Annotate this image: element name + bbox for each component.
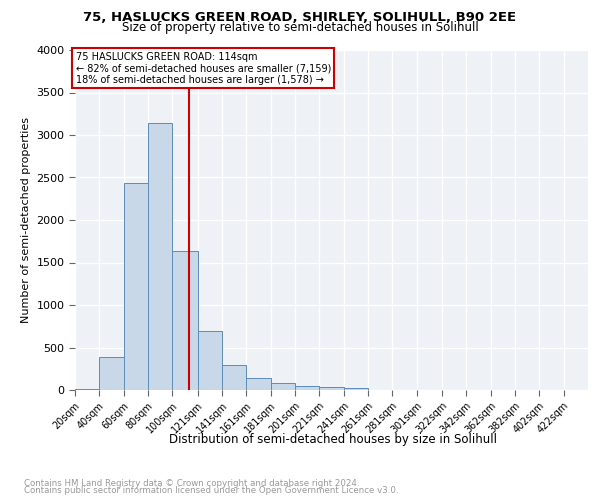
Bar: [222, 365, 247, 390]
Text: Contains public sector information licensed under the Open Government Licence v3: Contains public sector information licen…: [24, 486, 398, 495]
Bar: [198, 331, 222, 390]
Bar: [271, 383, 295, 390]
Bar: [75, 388, 100, 390]
Bar: [344, 388, 368, 390]
Text: Contains HM Land Registry data © Crown copyright and database right 2024.: Contains HM Land Registry data © Crown c…: [24, 478, 359, 488]
Bar: [124, 184, 148, 390]
Bar: [148, 123, 172, 390]
Y-axis label: Number of semi-detached properties: Number of semi-detached properties: [21, 117, 31, 323]
Text: Size of property relative to semi-detached houses in Solihull: Size of property relative to semi-detach…: [122, 22, 478, 35]
Text: Distribution of semi-detached houses by size in Solihull: Distribution of semi-detached houses by …: [169, 432, 497, 446]
Bar: [172, 250, 198, 390]
Bar: [295, 386, 319, 390]
Bar: [100, 357, 124, 390]
Text: 75, HASLUCKS GREEN ROAD, SHIRLEY, SOLIHULL, B90 2EE: 75, HASLUCKS GREEN ROAD, SHIRLEY, SOLIHU…: [83, 11, 517, 24]
Bar: [319, 388, 344, 390]
Text: 75 HASLUCKS GREEN ROAD: 114sqm
← 82% of semi-detached houses are smaller (7,159): 75 HASLUCKS GREEN ROAD: 114sqm ← 82% of …: [76, 52, 331, 85]
Bar: [247, 378, 271, 390]
